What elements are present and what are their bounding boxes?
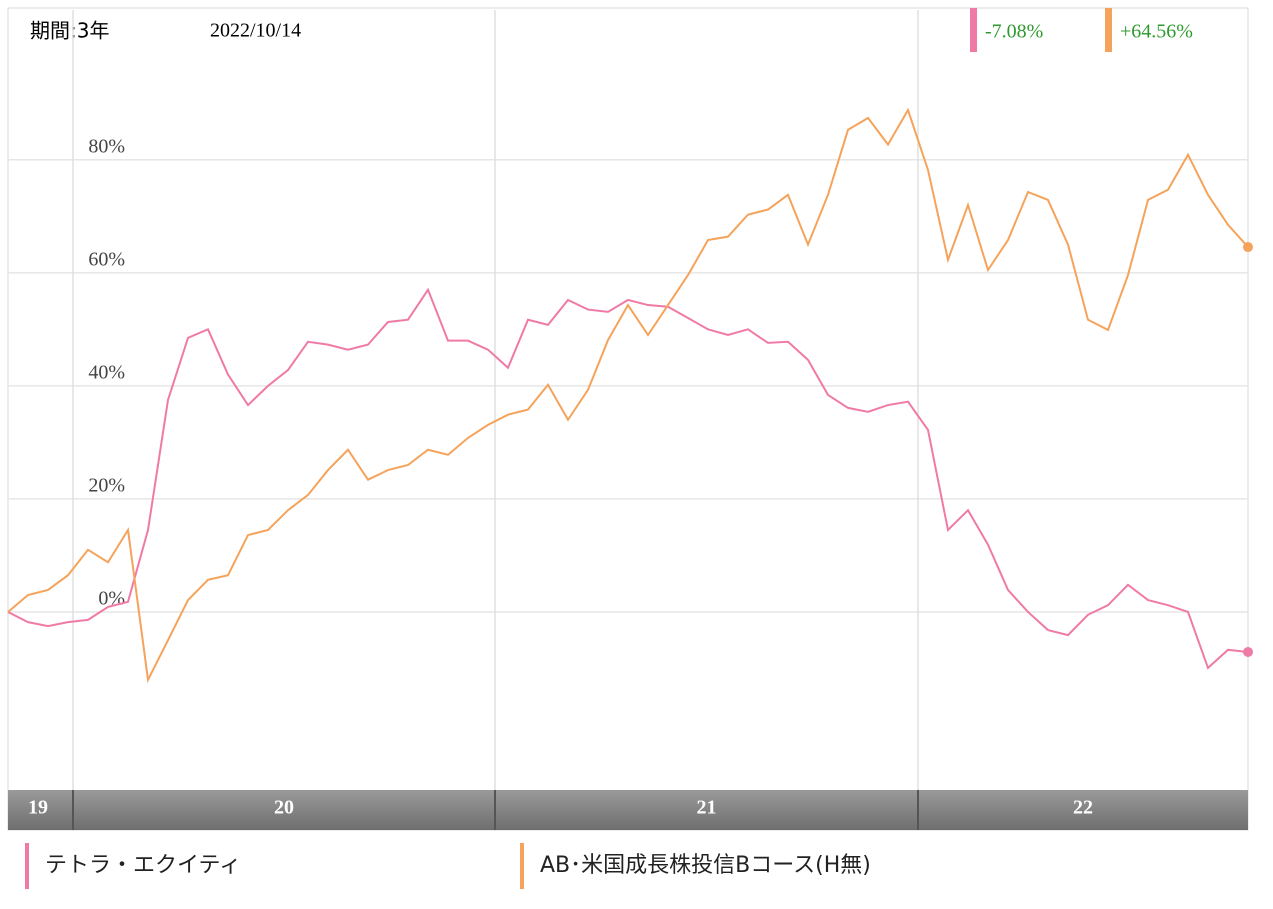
header-value-label: -7.08% <box>985 21 1043 43</box>
date-label: 2022/10/14 <box>210 20 301 42</box>
legend-swatch <box>520 843 524 889</box>
plot-frame <box>7 7 1249 831</box>
legend-label: テトラ・エクイティ <box>45 853 241 878</box>
y-tick-label: 60% <box>88 248 125 270</box>
x-tick-label: 22 <box>1073 797 1093 819</box>
x-tick-label: 20 <box>274 797 294 819</box>
y-tick-label: 20% <box>88 475 125 497</box>
series-line <box>7 107 1249 684</box>
y-tick-label: 80% <box>88 135 125 157</box>
legend-swatch <box>25 843 29 889</box>
period-label: 期間:3年 <box>30 19 109 43</box>
legend-label: AB･米国成長株投信Bコース(H無) <box>540 853 871 878</box>
x-axis-band <box>8 790 1248 830</box>
series-line <box>7 287 1249 670</box>
end-marker <box>1243 242 1253 253</box>
x-tick-label: 21 <box>697 797 717 819</box>
end-marker <box>1243 646 1253 657</box>
header-swatch <box>1105 8 1112 52</box>
y-tick-label: 40% <box>88 361 125 383</box>
x-tick-label: 19 <box>28 797 48 819</box>
header-value-label: +64.56% <box>1120 21 1193 43</box>
header-swatch <box>970 8 977 52</box>
